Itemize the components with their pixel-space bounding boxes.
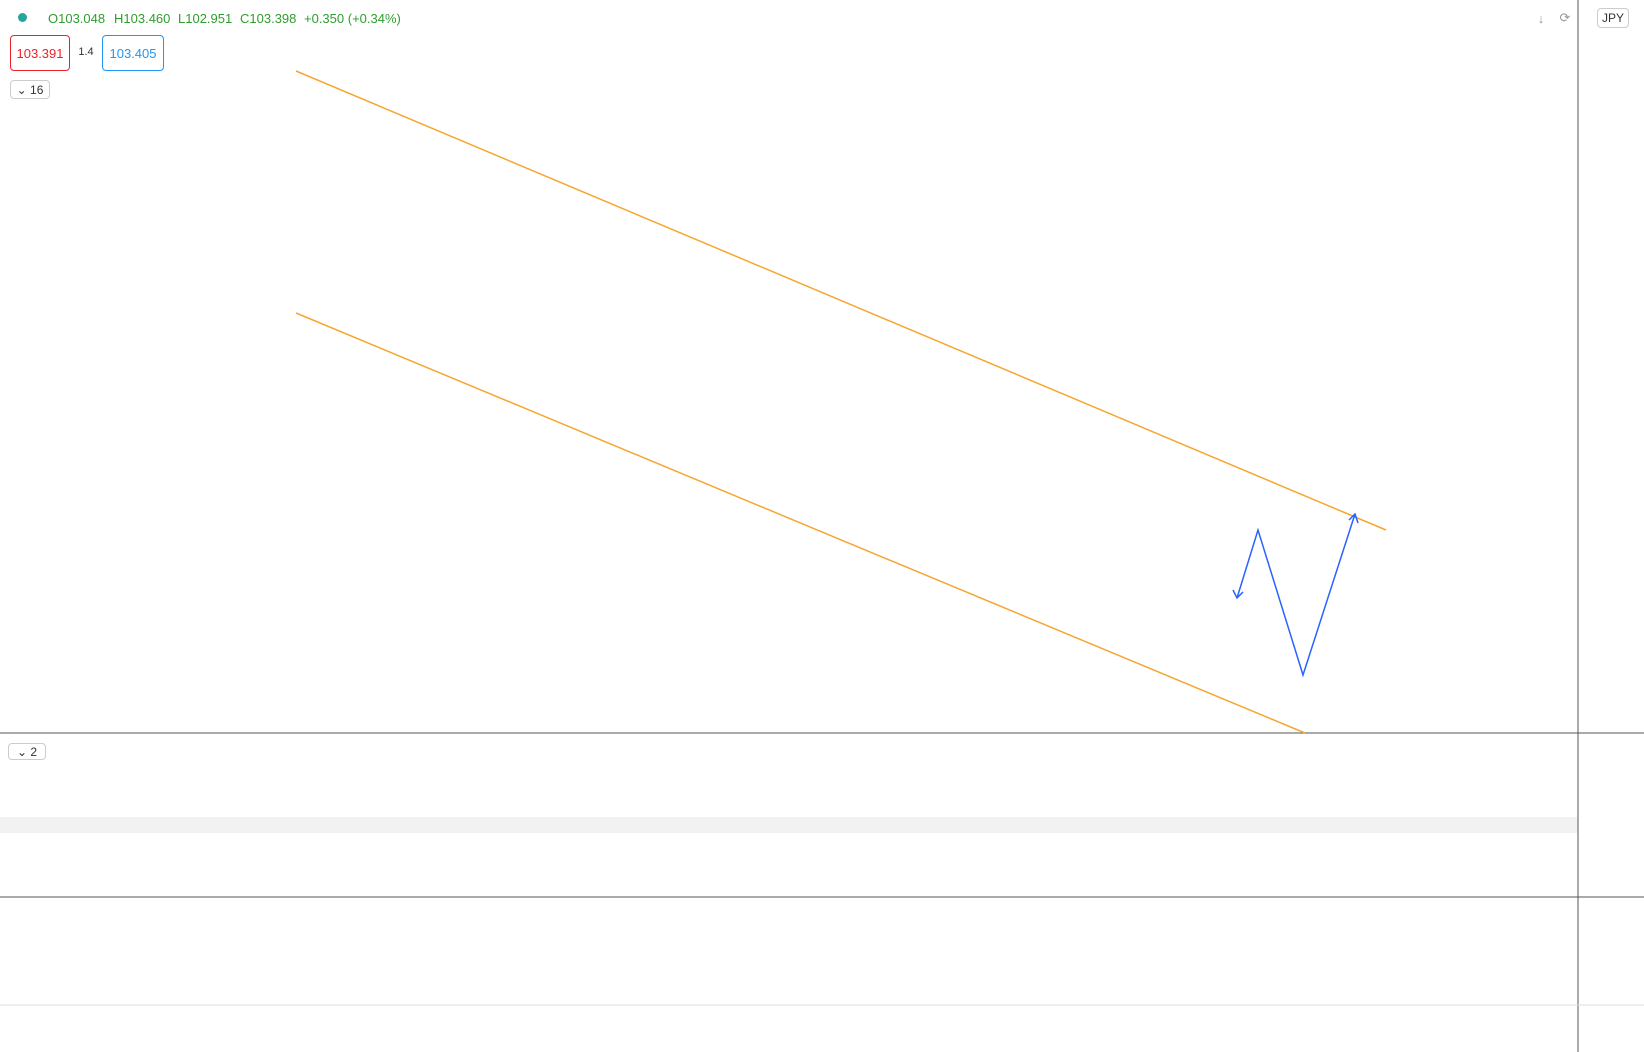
currency-button[interactable]: JPY bbox=[1597, 8, 1629, 28]
spread: 1.4 bbox=[76, 44, 96, 60]
low-value: L102.951 bbox=[178, 11, 233, 26]
pane-toggle[interactable]: ⌄ 2 bbox=[8, 743, 46, 760]
change-value: +0.350 (+0.34%) bbox=[304, 11, 401, 26]
buy-button[interactable]: 103.405 bbox=[102, 35, 164, 71]
toggle-caret: ⌄ bbox=[16, 744, 31, 759]
high-value: H103.460 bbox=[114, 11, 171, 26]
channel-lower bbox=[295, 312, 1306, 734]
projection-path bbox=[1236, 513, 1356, 678]
toggle-caret: ⌄ bbox=[16, 82, 31, 97]
channel-upper bbox=[295, 70, 1387, 531]
status-dot bbox=[18, 13, 27, 22]
arrow-head bbox=[1348, 512, 1359, 524]
indicators-toggle[interactable]: ⌄ 16 bbox=[10, 80, 50, 99]
close-value: C103.398 bbox=[240, 11, 297, 26]
pane-indicator-count: 2 bbox=[30, 744, 38, 759]
open-value: O103.048 bbox=[48, 11, 106, 26]
sell-button[interactable]: 103.391 bbox=[10, 35, 70, 71]
reset-icon[interactable]: ⟳ bbox=[1556, 9, 1574, 27]
plot bbox=[0, 817, 1578, 834]
indicator-count: 16 bbox=[30, 82, 44, 97]
arrow-head bbox=[1232, 589, 1244, 600]
stoch-band bbox=[0, 817, 1578, 834]
scroll-down-icon[interactable]: ↓ bbox=[1532, 9, 1550, 27]
